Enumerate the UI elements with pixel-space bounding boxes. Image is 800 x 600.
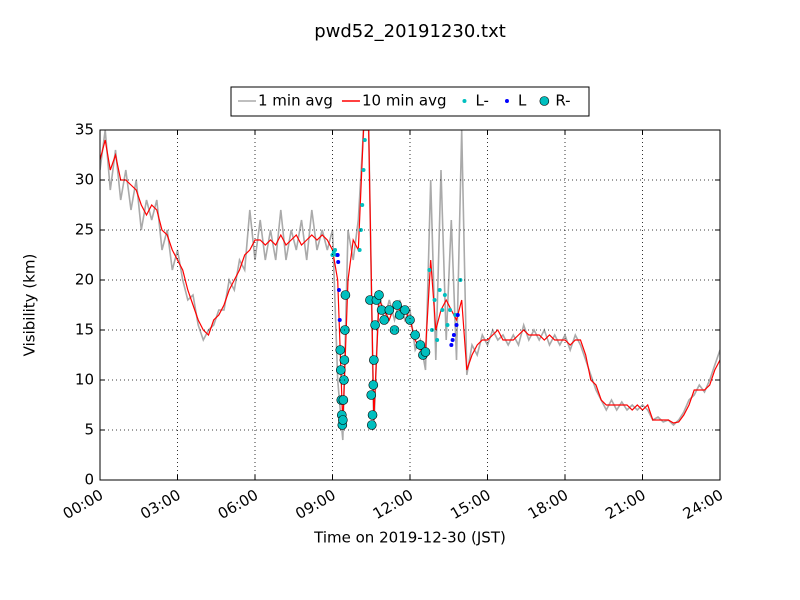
point bbox=[450, 338, 455, 342]
point bbox=[357, 248, 362, 252]
point bbox=[366, 420, 377, 430]
y-tick-label: 35 bbox=[75, 121, 94, 139]
point bbox=[337, 318, 342, 322]
x-tick-label: 09:00 bbox=[292, 486, 338, 523]
point bbox=[451, 333, 456, 337]
point bbox=[384, 305, 395, 315]
point bbox=[454, 323, 459, 327]
legend-swatch bbox=[462, 99, 467, 103]
point bbox=[427, 268, 432, 272]
chart-title: pwd52_20191230.txt bbox=[314, 21, 506, 42]
x-tick-label: 24:00 bbox=[680, 486, 726, 523]
legend-label: 10 min avg bbox=[362, 92, 447, 110]
y-tick-label: 10 bbox=[75, 371, 94, 389]
plot-frame bbox=[99, 129, 721, 481]
x-tick-label: 06:00 bbox=[215, 486, 261, 523]
point bbox=[448, 308, 453, 312]
point bbox=[335, 365, 346, 375]
point bbox=[405, 315, 415, 325]
legend-swatch bbox=[539, 96, 550, 106]
point bbox=[420, 347, 431, 357]
line bbox=[100, 130, 720, 441]
point bbox=[437, 288, 442, 292]
legend-label: L- bbox=[475, 92, 489, 110]
point bbox=[415, 340, 426, 350]
point bbox=[379, 315, 389, 325]
point bbox=[361, 168, 366, 172]
x-tick-label: 15:00 bbox=[447, 486, 493, 523]
y-tick-label: 0 bbox=[84, 471, 94, 489]
point bbox=[367, 410, 378, 420]
point bbox=[432, 298, 437, 302]
point bbox=[336, 260, 341, 264]
point bbox=[410, 330, 420, 340]
point bbox=[429, 328, 434, 332]
legend-label: 1 min avg bbox=[258, 92, 333, 110]
point bbox=[340, 290, 351, 300]
x-tick-label: 03:00 bbox=[137, 486, 183, 523]
point bbox=[338, 415, 348, 425]
point bbox=[368, 380, 379, 390]
point bbox=[366, 390, 377, 400]
point bbox=[445, 323, 450, 327]
point bbox=[369, 355, 379, 365]
point bbox=[389, 325, 400, 335]
point bbox=[338, 395, 349, 405]
x-axis-label: Time on 2019-12-30 (JST) bbox=[313, 529, 506, 547]
point bbox=[440, 308, 445, 312]
point bbox=[335, 345, 346, 355]
y-tick-label: 25 bbox=[75, 221, 94, 239]
plot-area bbox=[100, 130, 720, 441]
x-tick-label: 12:00 bbox=[370, 486, 416, 523]
legend-label: R- bbox=[555, 92, 570, 110]
point bbox=[336, 288, 341, 292]
y-axis-label: Visibility (km) bbox=[21, 254, 39, 357]
point bbox=[339, 355, 350, 365]
point bbox=[360, 203, 365, 207]
y-tick-label: 30 bbox=[75, 171, 94, 189]
y-tick-label: 20 bbox=[75, 271, 94, 289]
point bbox=[374, 290, 384, 300]
x-tick-label: 18:00 bbox=[525, 486, 571, 523]
point bbox=[362, 138, 367, 142]
y-tick-label: 15 bbox=[75, 321, 94, 339]
point bbox=[392, 300, 402, 310]
y-tick-label: 5 bbox=[84, 421, 94, 439]
legend-label: L bbox=[518, 92, 527, 110]
point bbox=[455, 313, 460, 317]
point bbox=[435, 338, 440, 342]
point bbox=[442, 293, 447, 297]
legend-box bbox=[230, 86, 590, 117]
point bbox=[333, 248, 338, 252]
point bbox=[449, 343, 454, 347]
x-tick-label: 21:00 bbox=[602, 486, 648, 523]
point bbox=[335, 253, 340, 257]
point bbox=[400, 305, 410, 315]
point bbox=[370, 320, 380, 330]
x-tick-label: 00:00 bbox=[60, 486, 106, 523]
legend-swatch bbox=[504, 99, 509, 103]
